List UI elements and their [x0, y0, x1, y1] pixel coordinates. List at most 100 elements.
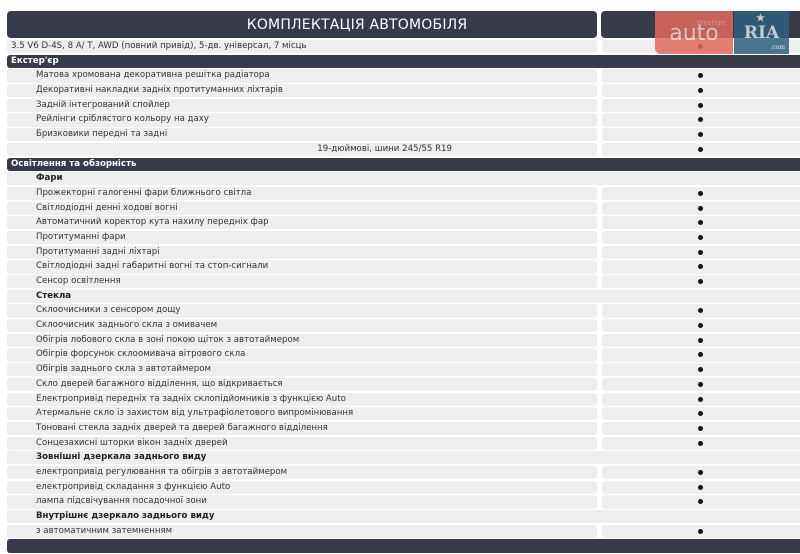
- mark-cell: [602, 275, 800, 289]
- feature-label: Бризковики передні та задні: [7, 128, 597, 142]
- mark-cell: [602, 186, 800, 201]
- included-dot-icon: [698, 264, 703, 270]
- feature-label: Світлодіодні задні габаритні вогні та ст…: [7, 260, 597, 274]
- included-dot-icon: [698, 73, 703, 79]
- equipment-table: КОМПЛЕКТАЦІЯ АВТОМОБІЛЯ 3.5 V6 D-4S, 8 A…: [7, 11, 800, 554]
- included-dot-icon: [698, 132, 703, 138]
- table-row: Атермальне скло із захистом від ультрафі…: [7, 407, 800, 421]
- feature-label: Атермальне скло із захистом від ультрафі…: [7, 407, 597, 421]
- section-header: Освітлення та обзорність: [7, 157, 800, 171]
- table-row: Світлодіодні задні габаритні вогні та ст…: [7, 260, 800, 274]
- feature-label: Обігрів форсунок склоомивача вітрового с…: [7, 348, 597, 362]
- included-dot-icon: [698, 117, 703, 123]
- subsection-header: Стекла: [7, 289, 800, 303]
- included-dot-icon: [698, 337, 703, 343]
- table-row: лампа підсвічування посадочної зони: [7, 495, 800, 509]
- feature-label: Протитуманні фари: [7, 230, 597, 245]
- feature-label: Задній інтегрований спойлер: [7, 98, 597, 112]
- section-header: [7, 539, 800, 553]
- mark-cell: [602, 333, 800, 347]
- table-row: Світлодіодні денні ходові вогні: [7, 201, 800, 215]
- included-dot-icon: [698, 88, 703, 94]
- table-row: Скло дверей багажного відділення, що від…: [7, 377, 800, 391]
- mark-cell: [602, 465, 800, 480]
- table-row: 19-дюймові, шини 245/55 R19: [7, 142, 800, 156]
- feature-label: Сенсор освітлення: [7, 275, 597, 289]
- feature-label: лампа підсвічування посадочної зони: [7, 495, 597, 509]
- feature-label: Електропривід передніх та задніх склопід…: [7, 392, 597, 406]
- table-row: Прожекторні галогенні фари ближнього сві…: [7, 186, 800, 201]
- table-header: КОМПЛЕКТАЦІЯ АВТОМОБІЛЯ: [7, 11, 800, 38]
- table-row: Обігрів заднього скла з автотаймером: [7, 363, 800, 377]
- mark-cell: [602, 348, 800, 362]
- table-row: Сенсор освітлення: [7, 275, 800, 289]
- subsection-header: Фари: [7, 172, 800, 186]
- mark-cell: [602, 407, 800, 421]
- feature-label: Склоочисник заднього скла з омивачем: [7, 319, 597, 333]
- table-row: електропривід регулювання та обігрів з а…: [7, 465, 800, 480]
- included-dot-icon: [698, 425, 703, 431]
- included-dot-icon: [698, 367, 703, 373]
- included-dot-icon: [698, 146, 703, 152]
- table-row: Тоновані стекла задніх дверей та дверей …: [7, 421, 800, 436]
- subsection-header: Внутрішнє дзеркало заднього виду: [7, 510, 800, 524]
- included-dot-icon: [698, 440, 703, 446]
- mark-cell: [602, 377, 800, 391]
- mark-cell: [602, 524, 800, 538]
- mark-cell: [602, 392, 800, 406]
- sections: Екстер'єр Матова хромована декоративна ре…: [7, 54, 800, 553]
- included-dot-icon: [698, 279, 703, 284]
- included-dot-icon: [698, 323, 703, 329]
- feature-label: Прожекторні галогенні фари ближнього сві…: [7, 186, 597, 201]
- feature-label: Сонцезахисні шторки вікон задніх дверей: [7, 436, 597, 450]
- feature-label: Декоративні накладки задніх протитуманни…: [7, 84, 597, 98]
- mark-cell: [602, 480, 800, 494]
- mark-cell: [602, 128, 800, 142]
- included-dot-icon: [698, 484, 703, 490]
- mark-cell: [602, 230, 800, 245]
- feature-label: електропривід складання з функцією Auto: [7, 480, 597, 494]
- mark-cell: [602, 421, 800, 436]
- included-dot-icon: [698, 102, 703, 108]
- included-dot-icon: [698, 499, 703, 505]
- feature-label: Світлодіодні денні ходові вогні: [7, 201, 597, 215]
- mark-cell: [602, 260, 800, 274]
- page-title: КОМПЛЕКТАЦІЯ АВТОМОБІЛЯ: [7, 11, 597, 38]
- feature-label: електропривід регулювання та обігрів з а…: [7, 465, 597, 480]
- feature-label: Скло дверей багажного відділення, що від…: [7, 377, 597, 391]
- feature-label: Склоочисники з сенсором дощу: [7, 304, 597, 318]
- mark-cell: [602, 436, 800, 450]
- feature-label: Обігрів заднього скла з автотаймером: [7, 363, 597, 377]
- section-header: Екстер'єр: [7, 54, 800, 68]
- feature-label: Автоматичний коректор кута нахилу передн…: [7, 216, 597, 230]
- table-row: Рейлінги сріблястого кольору на даху: [7, 113, 800, 127]
- included-dot-icon: [698, 308, 703, 314]
- included-dot-icon: [698, 190, 703, 196]
- mark-cell: [602, 84, 800, 98]
- table-row: з автоматичним затемненням: [7, 524, 800, 538]
- table-row: Задній інтегрований спойлер: [7, 98, 800, 112]
- table-row: Декоративні накладки задніх протитуманни…: [7, 84, 800, 98]
- watermark-logo: auto Prestige ★ RIA .com: [655, 11, 789, 54]
- table-row: Обігрів лобового скла в зоні покою щіток…: [7, 333, 800, 347]
- table-row: Протитуманні фари: [7, 230, 800, 245]
- mark-cell: [602, 216, 800, 230]
- mark-cell: [602, 201, 800, 215]
- table-row: Обігрів форсунок склоомивача вітрового с…: [7, 348, 800, 362]
- table-row: Склоочисник заднього скла з омивачем: [7, 319, 800, 333]
- included-dot-icon: [698, 469, 703, 475]
- table-row: Бризковики передні та задні: [7, 128, 800, 142]
- mark-cell: [602, 304, 800, 318]
- mark-cell: [602, 69, 800, 83]
- table-row: Електропривід передніх та задніх склопід…: [7, 392, 800, 406]
- included-dot-icon: [698, 205, 703, 211]
- included-dot-icon: [698, 220, 703, 226]
- table-row: Матова хромована декоративна решітка рад…: [7, 69, 800, 83]
- feature-label: Обігрів лобового скла в зоні покою щіток…: [7, 333, 597, 347]
- model-label: 3.5 V6 D-4S, 8 A/ T, AWD (повний привід)…: [7, 40, 597, 54]
- mark-cell: [602, 319, 800, 333]
- mark-cell: [602, 245, 800, 259]
- mark-cell: [602, 363, 800, 377]
- mark-cell: [602, 98, 800, 112]
- table-row: Склоочисники з сенсором дощу: [7, 304, 800, 318]
